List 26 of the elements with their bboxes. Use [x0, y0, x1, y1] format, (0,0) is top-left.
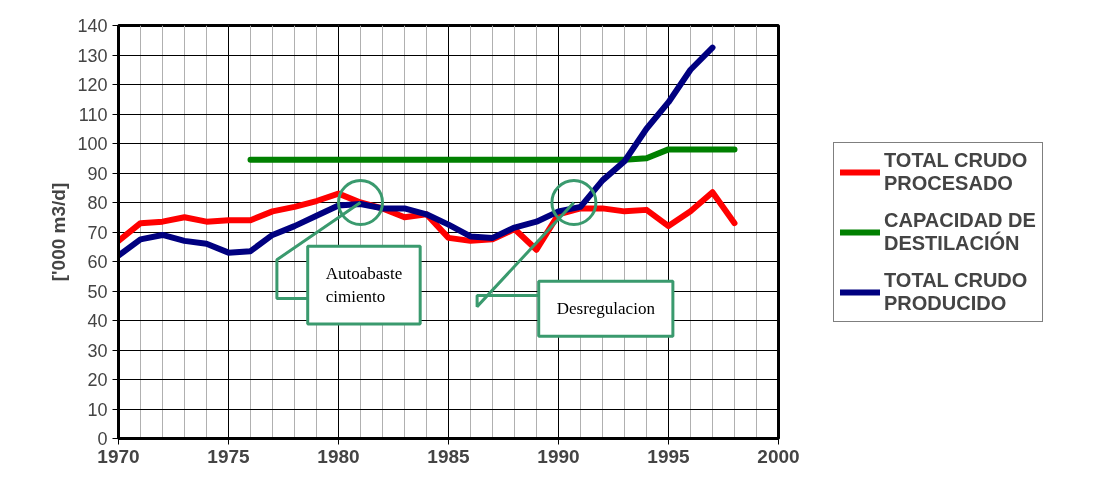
y-tick-label: 30 — [87, 340, 108, 361]
x-tick-label: 1995 — [647, 445, 691, 467]
x-tick-label: 1980 — [317, 445, 360, 467]
y-tick-label: 50 — [87, 281, 108, 302]
legend-label: TOTAL CRUDO PROCESADO — [884, 148, 1028, 195]
x-tick-label: 1985 — [427, 445, 471, 467]
legend-label: TOTAL CRUDO PRODUCIDO — [884, 268, 1028, 315]
y-tick-label: 100 — [77, 134, 108, 154]
y-tick-label: 10 — [87, 399, 108, 420]
annotation: Autoabaste cimiento — [325, 264, 403, 306]
y-tick-label: 40 — [87, 311, 108, 331]
y-tick-label: 130 — [77, 45, 108, 66]
y-tick-label: 20 — [87, 370, 108, 390]
y-tick-label: 70 — [87, 222, 108, 243]
y-tick-label: 140 — [77, 16, 108, 36]
x-tick-label: 1990 — [537, 445, 580, 467]
x-tick-label: 2000 — [757, 445, 800, 467]
y-tick-label: 120 — [77, 75, 108, 95]
y-axis-title: ['000 m3/d] — [48, 182, 70, 282]
y-tick-label: 60 — [87, 252, 108, 272]
y-tick-label: 110 — [78, 104, 108, 125]
annotation: Desregulacion — [556, 299, 656, 319]
legend-label: CAPACIDAD DE DESTILACIÓN — [884, 208, 1036, 255]
y-tick-label: 80 — [87, 193, 108, 213]
y-tick-label: 90 — [87, 163, 108, 184]
x-tick-label: 1975 — [207, 445, 251, 467]
